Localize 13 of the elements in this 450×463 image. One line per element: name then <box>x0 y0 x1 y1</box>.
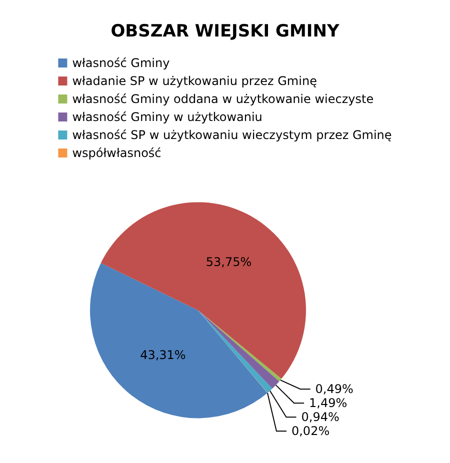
legend-label: władanie SP w użytkowaniu przez Gminę <box>72 74 317 88</box>
legend-label: współwłasność <box>72 146 162 160</box>
data-label: 0,94% <box>301 410 340 424</box>
chart-title: OBSZAR WIEJSKI GMINY <box>110 22 340 42</box>
legend-label: własność Gminy <box>72 56 170 70</box>
data-label: 1,49% <box>309 396 348 410</box>
data-label: 0,49% <box>315 382 354 396</box>
data-label: 0,02% <box>291 424 330 438</box>
legend-label: własność SP w użytkowaniu wieczystym przez Gminę <box>72 128 392 142</box>
legend-label: własność Gminy oddana w użytkowanie wieczyste <box>72 92 374 106</box>
data-label: 43,31% <box>140 348 186 362</box>
data-label: 53,75% <box>206 255 252 270</box>
legend-label: własność Gminy w użytkowaniu <box>72 110 262 124</box>
